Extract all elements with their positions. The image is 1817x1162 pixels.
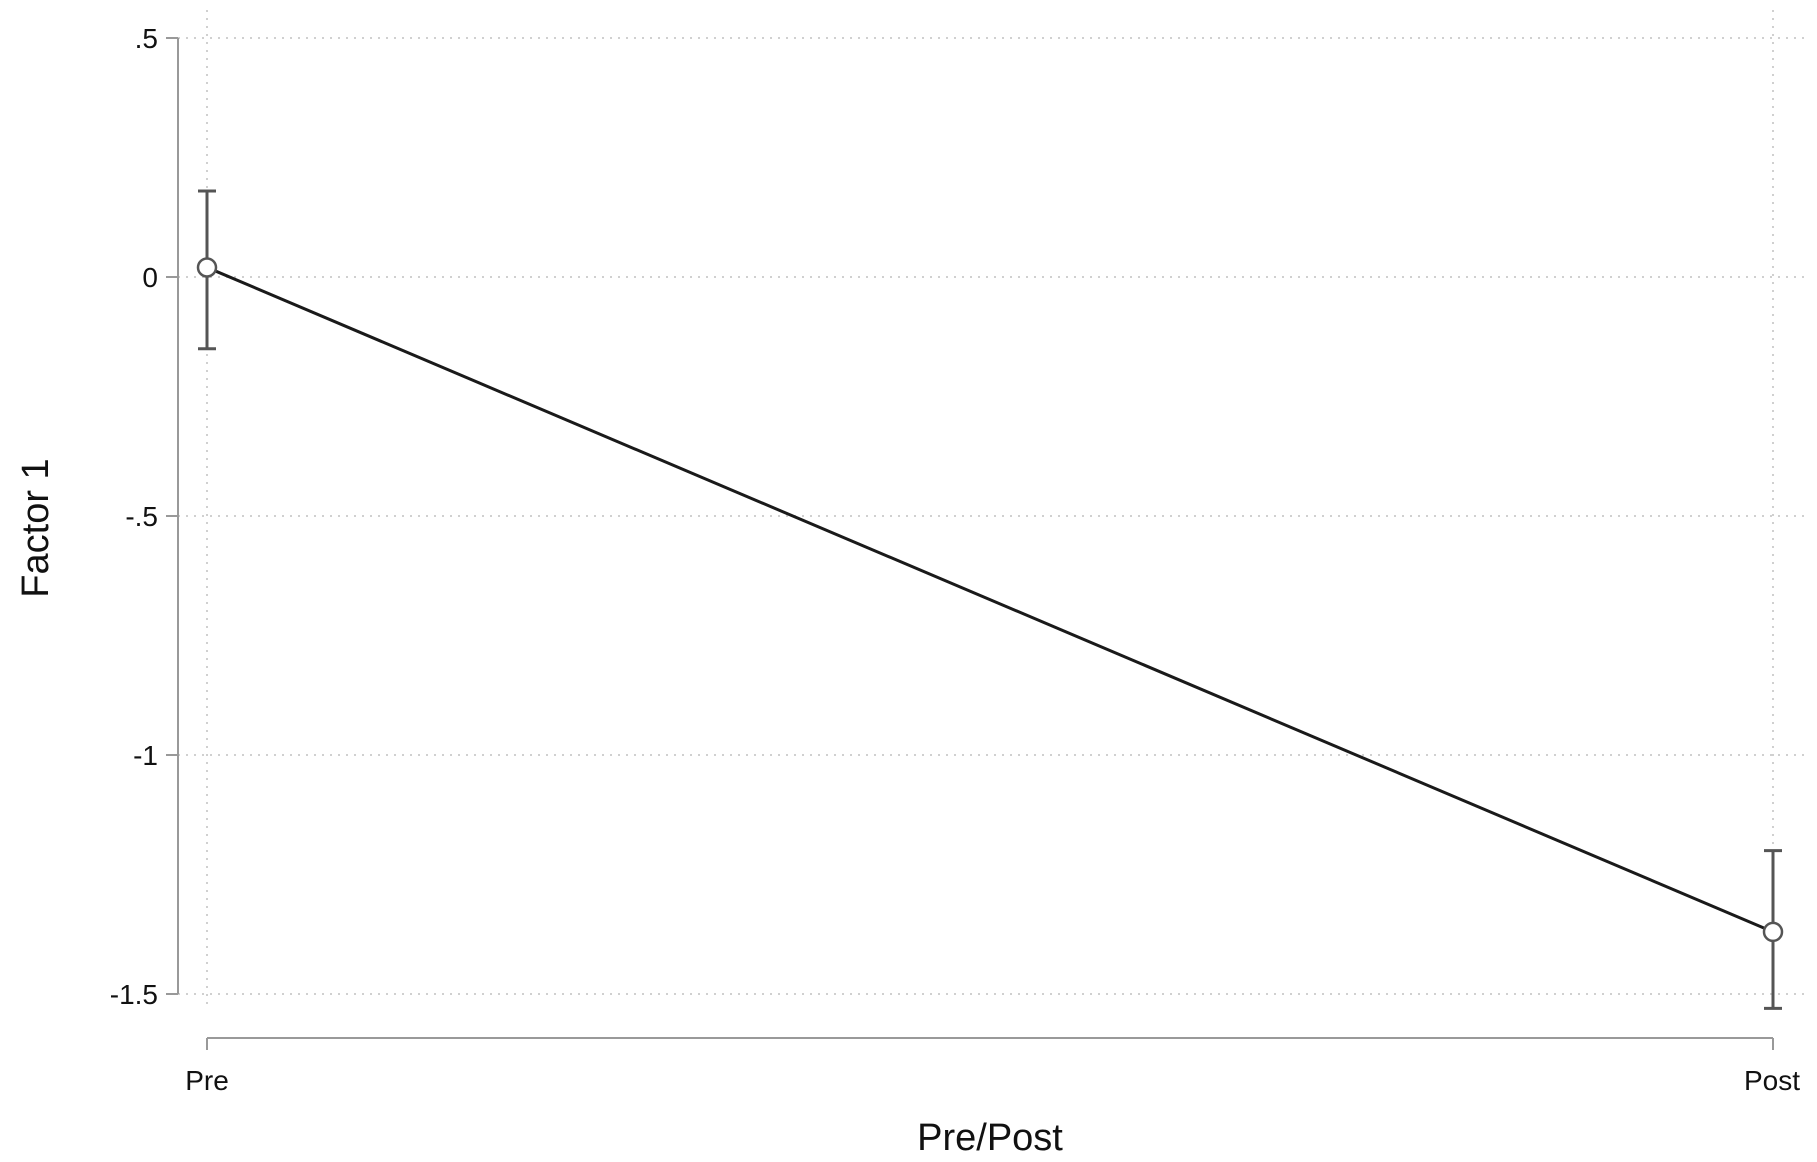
data-point bbox=[1762, 921, 1784, 943]
x-tick-label: Pre bbox=[185, 1065, 229, 1096]
gridlines bbox=[178, 10, 1805, 1004]
data-series bbox=[196, 189, 1784, 1010]
y-tick-label: -1.5 bbox=[110, 979, 158, 1010]
x-tick-label: Post bbox=[1744, 1065, 1800, 1096]
y-tick-label: 0 bbox=[142, 262, 158, 293]
axes: .5 0 -.5 -1 -1.5 Pre Post bbox=[110, 23, 1800, 1096]
y-tick-label: -.5 bbox=[125, 501, 158, 532]
x-axis-title: Pre/Post bbox=[917, 1117, 1063, 1159]
y-tick-label: .5 bbox=[135, 23, 158, 54]
series-line bbox=[206, 266, 1774, 934]
y-tick-label: -1 bbox=[133, 740, 158, 771]
data-point bbox=[196, 257, 218, 278]
y-axis-title: Factor 1 bbox=[15, 458, 57, 597]
